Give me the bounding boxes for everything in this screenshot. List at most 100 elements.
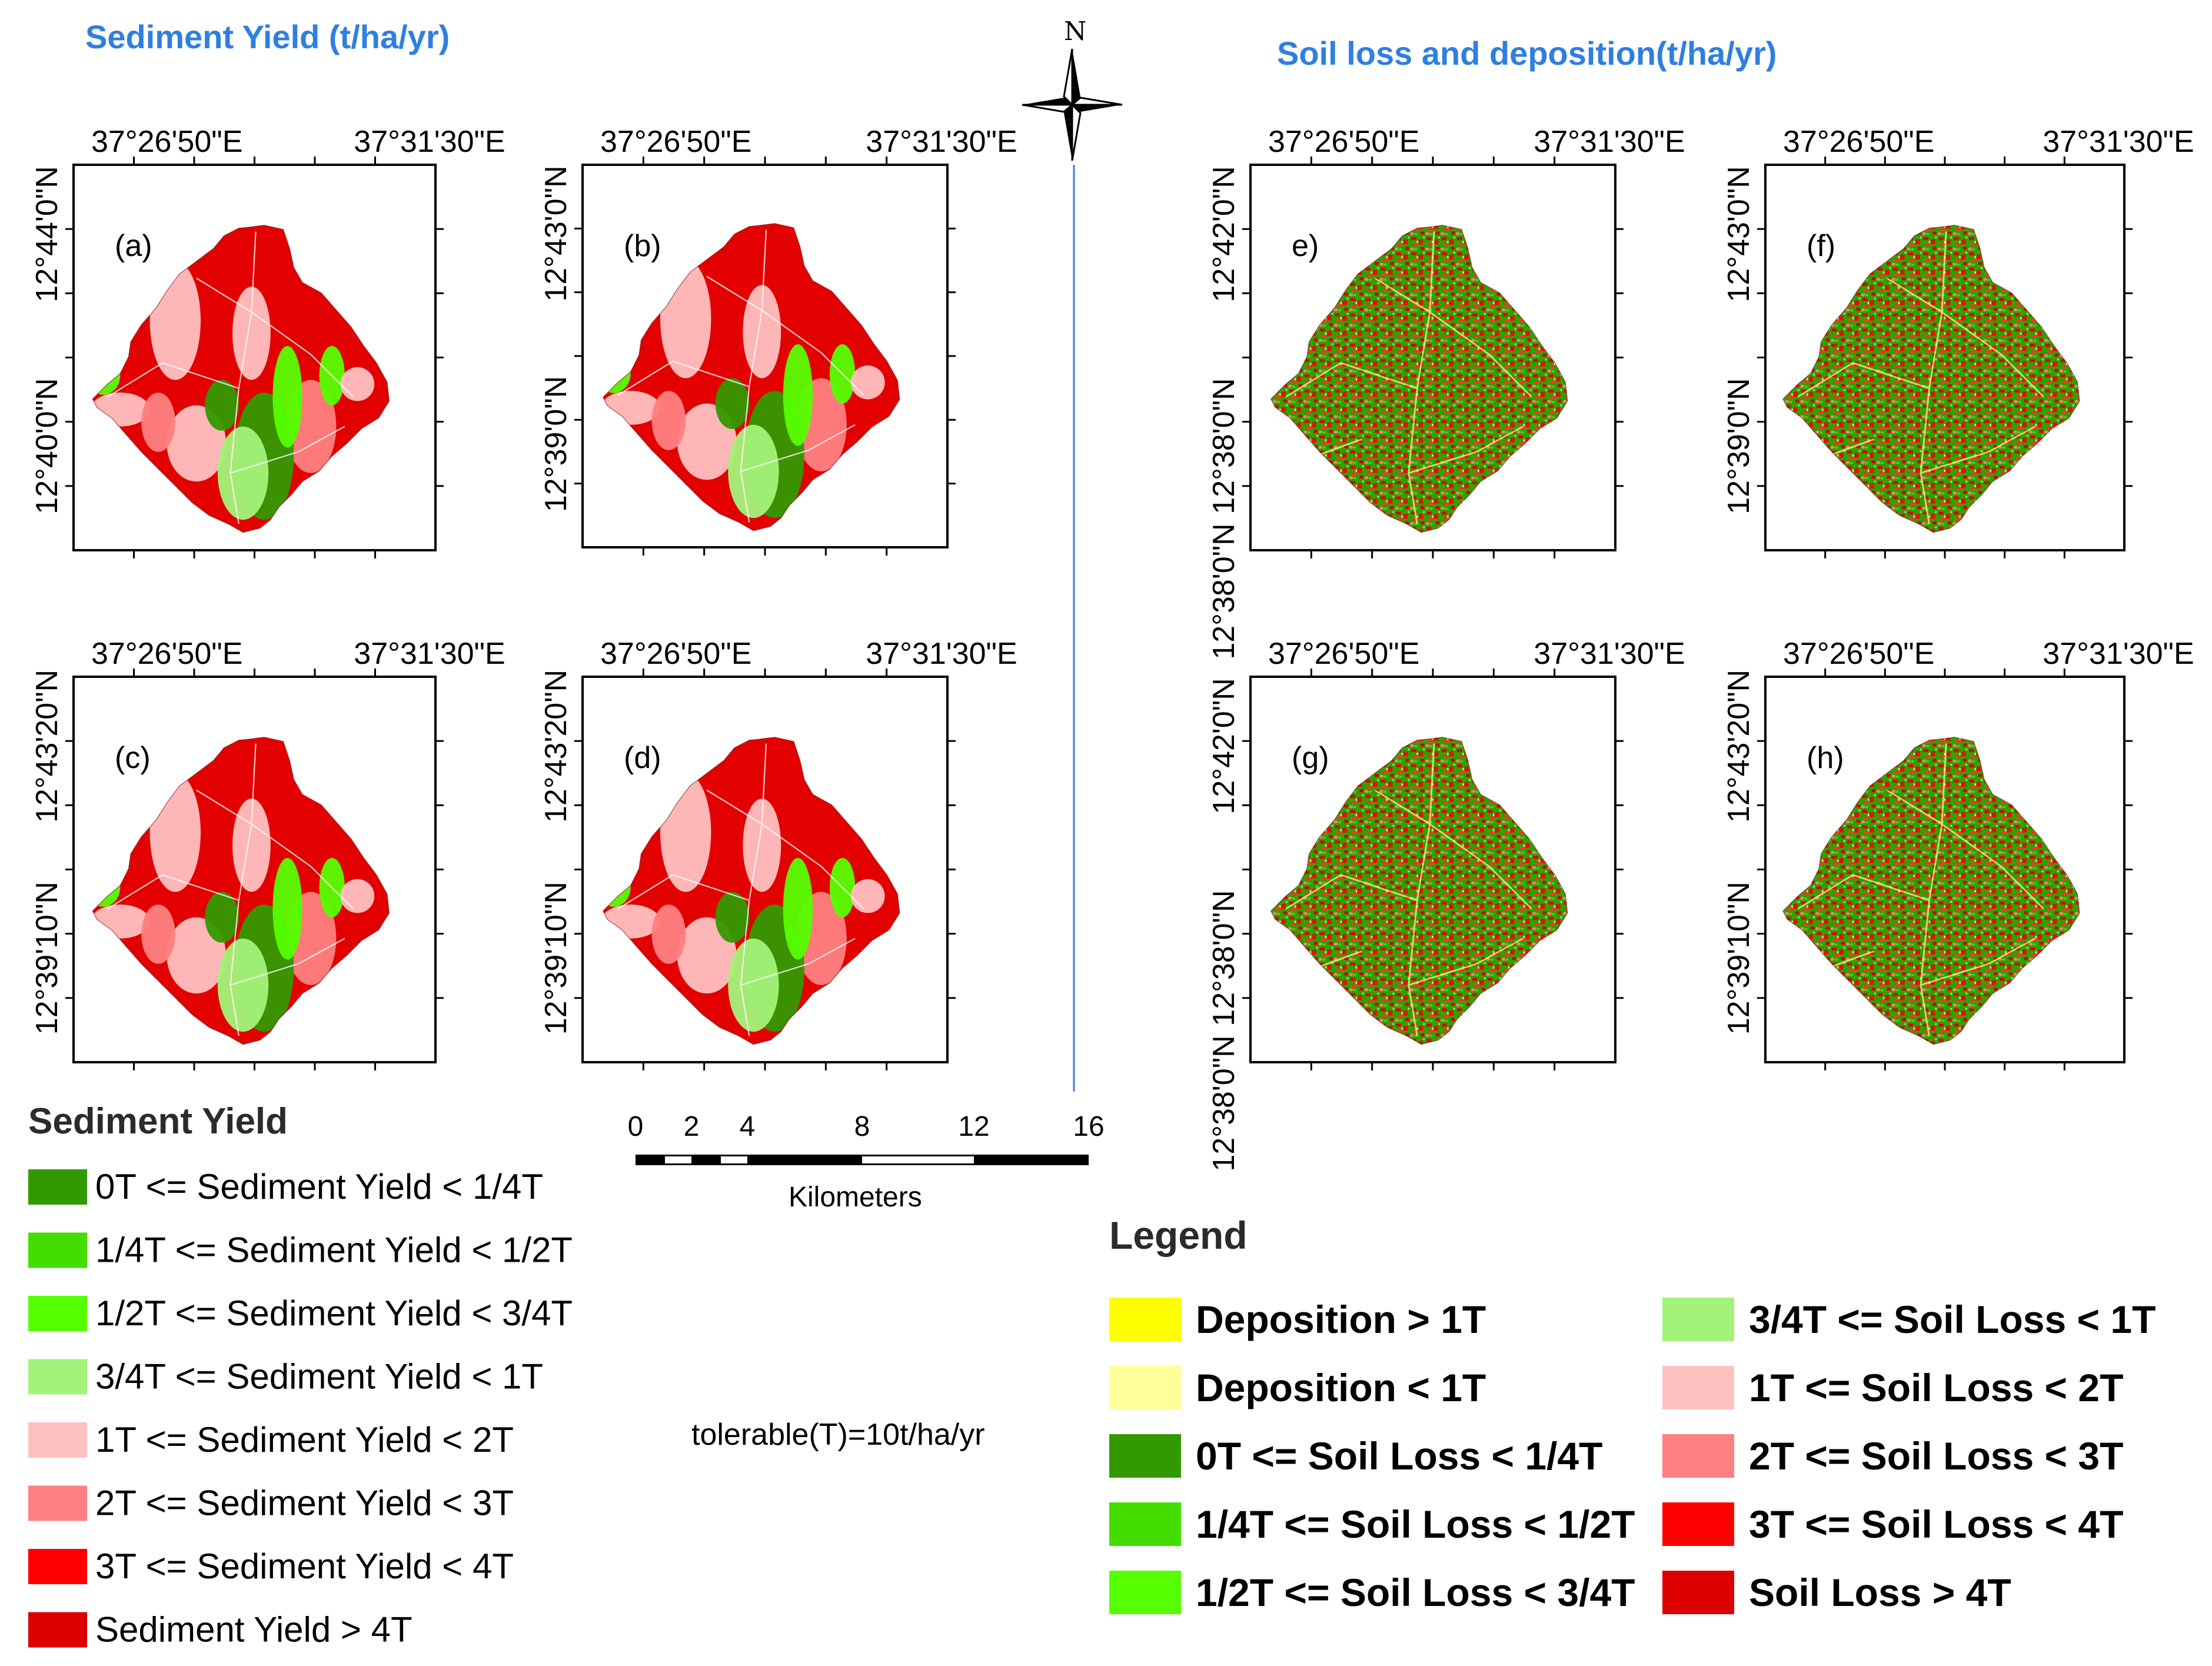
legend-swatch: [28, 1549, 87, 1584]
map-panel-g: 37°26'50"E 37°31'30"E 12°42'0"N 12°38'0"N 12…: [1207, 637, 1685, 1172]
scale-bar: 0 2 4 8 12 16 Kilometers: [628, 1111, 1105, 1213]
watershed-map: [1782, 224, 2080, 533]
latitude-label: 12°38'0"N: [1207, 378, 1241, 514]
panel-label: e): [1292, 229, 1319, 263]
legend-label: 2T <= Sediment Yield < 3T: [95, 1484, 514, 1523]
legend-label: 0T <= Sediment Yield < 1/4T: [95, 1167, 543, 1206]
legend-swatch: [1109, 1502, 1181, 1546]
legend-swatch: [28, 1232, 87, 1268]
legend-label: Soil Loss > 4T: [1749, 1571, 2011, 1614]
map-panel-f: 37°26'50"E 37°31'30"E 12°43'0"N 12°39'0"N (f…: [1722, 125, 2194, 558]
longitude-label: 37°31'30"E: [2043, 125, 2194, 159]
longitude-label: 37°31'30"E: [354, 637, 505, 671]
soil-loss-title: Soil loss and deposition(t/ha/yr): [1277, 35, 1777, 72]
map-panel-c: 37°26'50"E 37°31'30"E 12°43'20"N 12°39'10"N…: [30, 637, 505, 1070]
map-panel-b: 37°26'50"E 37°31'30"E 12°43'0"N 12°39'0"N (b…: [539, 125, 1017, 556]
map-panel-a: 37°26'50"E 37°31'30"E 12°44'0"N 12°40'0"N (a…: [30, 125, 505, 558]
scale-bar-segment: [721, 1156, 747, 1163]
longitude-label: 37°26'50"E: [1268, 637, 1419, 671]
scale-tick-label: 2: [684, 1111, 700, 1142]
latitude-label: 12°43'20"N: [30, 670, 64, 823]
longitude-label: 37°26'50"E: [91, 125, 242, 159]
soil-legend-title: Legend: [1109, 1213, 1248, 1257]
sediment-yield-title: Sediment Yield (t/ha/yr): [85, 18, 450, 55]
longitude-label: 37°31'30"E: [354, 125, 505, 159]
legend-swatch: [1109, 1366, 1181, 1409]
panel-label: (a): [115, 229, 152, 263]
panel-label: (f): [1807, 229, 1835, 263]
latitude-label: 12°42'0"N: [1207, 166, 1241, 302]
legend-swatch: [1109, 1434, 1181, 1478]
longitude-label: 37°26'50"E: [1268, 125, 1419, 159]
latitude-label: 12°38'0"N: [1207, 890, 1241, 1026]
legend-swatch: [28, 1169, 87, 1205]
latitude-label: 12°44'0"N: [30, 166, 64, 302]
legend-label: 1T <= Sediment Yield < 2T: [95, 1420, 514, 1459]
longitude-label: 37°31'30"E: [1534, 637, 1685, 671]
longitude-label: 37°26'50"E: [1783, 637, 1934, 671]
legend-label: 1/4T <= Soil Loss < 1/2T: [1196, 1502, 1635, 1546]
map-panels: 37°26'50"E 37°31'30"E 12°44'0"N 12°40'0"N (a…: [30, 125, 2194, 1172]
legend-label: Deposition > 1T: [1196, 1298, 1486, 1341]
legend-label: Sediment Yield > 4T: [95, 1610, 413, 1650]
sediment-legend: 0T <= Sediment Yield < 1/4T 1/4T <= Sedim…: [28, 1167, 573, 1650]
longitude-label: 37°26'50"E: [600, 125, 751, 159]
longitude-label: 37°31'30"E: [2043, 637, 2194, 671]
scale-bar-segment: [665, 1156, 691, 1163]
panel-label: (b): [624, 229, 661, 263]
latitude-label: 12°40'0"N: [30, 378, 64, 514]
legend-swatch: [28, 1485, 87, 1521]
legend-label: 1/2T <= Sediment Yield < 3/4T: [95, 1293, 573, 1333]
legend-swatch: [1662, 1502, 1734, 1546]
longitude-label: 37°31'30"E: [866, 637, 1017, 671]
legend-swatch: [1662, 1571, 1734, 1614]
soil-loss-legend: Deposition > 1T Deposition < 1T 0T <= Soil…: [1109, 1298, 2156, 1614]
latitude-label: 12°43'0"N: [539, 165, 573, 301]
north-label: N: [1064, 16, 1087, 46]
legend-label: Deposition < 1T: [1196, 1366, 1486, 1409]
latitude-label: 12°39'0"N: [1722, 378, 1756, 514]
scale-unit-label: Kilometers: [789, 1182, 922, 1213]
longitude-label: 37°31'30"E: [1534, 125, 1685, 159]
legend-swatch: [1662, 1434, 1734, 1478]
watershed-map: [92, 224, 390, 533]
scale-tick-label: 16: [1073, 1111, 1104, 1142]
latitude-label: 12°43'20"N: [539, 670, 573, 823]
map-panel-d: 37°26'50"E 37°31'30"E 12°43'20"N 12°39'10"N…: [539, 637, 1017, 1070]
legend-swatch: [28, 1422, 87, 1458]
legend-swatch: [1662, 1298, 1734, 1341]
legend-swatch: [28, 1612, 87, 1648]
legend-label: 3T <= Sediment Yield < 4T: [95, 1547, 514, 1586]
longitude-label: 37°26'50"E: [1783, 125, 1934, 159]
legend-label: 1/4T <= Sediment Yield < 1/2T: [95, 1231, 573, 1270]
latitude-label: 12°38'0"N: [1207, 523, 1241, 659]
latitude-label: 12°42'0"N: [1207, 678, 1241, 814]
watershed-map: [1270, 736, 1568, 1045]
map-panel-h: 37°26'50"E 37°31'30"E 12°43'20"N 12°39'10"N…: [1722, 637, 2194, 1070]
panel-label: (c): [115, 741, 151, 775]
latitude-label: 12°43'20"N: [1722, 670, 1756, 823]
longitude-label: 37°26'50"E: [600, 637, 751, 671]
legend-label: 3/4T <= Soil Loss < 1T: [1749, 1298, 2156, 1341]
watershed-map: [603, 223, 900, 531]
watershed-map: [1782, 736, 2080, 1045]
latitude-label: 12°39'10"N: [539, 882, 573, 1035]
latitude-label: 12°39'10"N: [30, 882, 64, 1035]
panel-label: (d): [624, 741, 661, 775]
legend-swatch: [1109, 1298, 1181, 1341]
map-panel-e: 37°26'50"E 37°31'30"E 12°42'0"N 12°38'0"N 12…: [1207, 125, 1685, 660]
watershed-map: [1270, 224, 1568, 533]
north-arrow-icon: N: [1022, 16, 1123, 161]
scale-tick-label: 8: [854, 1111, 870, 1142]
latitude-label: 12°39'10"N: [1722, 882, 1756, 1035]
panel-label: (h): [1807, 741, 1844, 775]
scale-bar-segment: [862, 1156, 974, 1163]
latitude-label: 12°38'0"N: [1207, 1035, 1241, 1171]
scale-tick-label: 12: [958, 1111, 989, 1142]
tolerable-note: tolerable(T)=10t/ha/yr: [691, 1418, 985, 1452]
panel-label: (g): [1292, 741, 1329, 775]
legend-label: 1T <= Soil Loss < 2T: [1749, 1366, 2123, 1409]
sediment-legend-title: Sediment Yield: [28, 1101, 288, 1142]
legend-label: 1/2T <= Soil Loss < 3/4T: [1196, 1571, 1635, 1614]
